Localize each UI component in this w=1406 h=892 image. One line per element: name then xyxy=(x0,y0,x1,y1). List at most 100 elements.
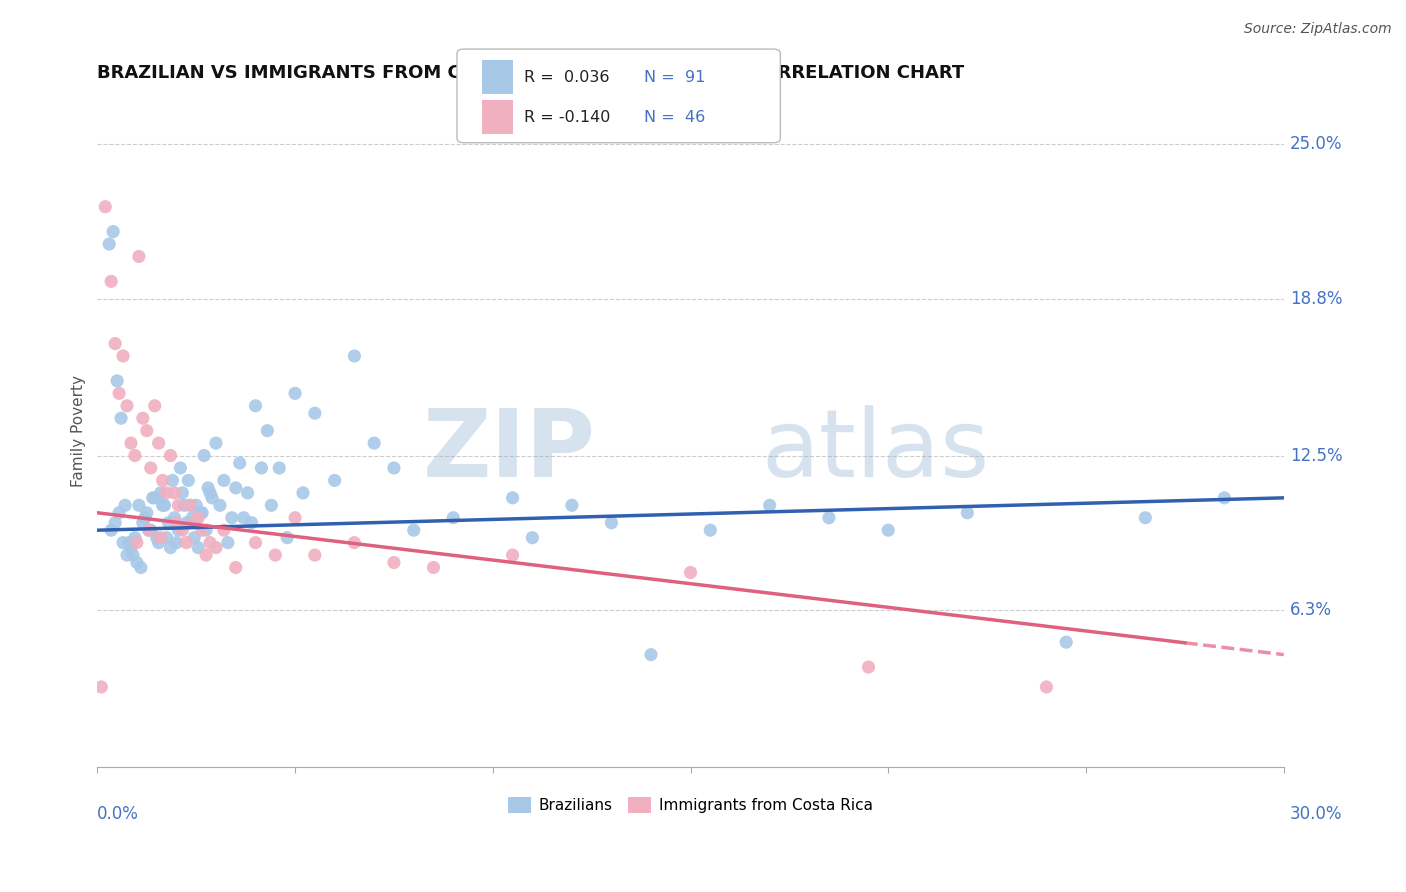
Point xyxy=(858,660,880,674)
Text: R = -0.140: R = -0.140 xyxy=(524,110,610,125)
Text: 12.5%: 12.5% xyxy=(1289,447,1343,465)
Point xyxy=(382,461,405,475)
Point xyxy=(148,535,170,549)
Point xyxy=(323,474,346,488)
Point xyxy=(522,531,544,545)
Point xyxy=(124,449,146,463)
Point xyxy=(217,535,239,549)
Point xyxy=(245,535,267,549)
Point xyxy=(260,498,283,512)
Point xyxy=(152,498,174,512)
Point xyxy=(104,336,127,351)
Point xyxy=(115,399,138,413)
Point xyxy=(343,349,366,363)
Text: atlas: atlas xyxy=(762,405,990,497)
Point xyxy=(135,424,157,438)
Point xyxy=(193,449,215,463)
Point xyxy=(304,548,326,562)
Point xyxy=(176,535,198,549)
Point xyxy=(138,523,160,537)
Point xyxy=(201,491,224,505)
Point xyxy=(245,399,267,413)
Point xyxy=(128,498,150,512)
Point xyxy=(98,237,121,252)
Point xyxy=(183,516,205,530)
Point xyxy=(105,374,128,388)
Point xyxy=(149,531,172,545)
Text: R =  0.036: R = 0.036 xyxy=(524,70,610,85)
Point xyxy=(382,556,405,570)
Point xyxy=(1135,510,1157,524)
Point xyxy=(818,510,841,524)
Point xyxy=(284,510,307,524)
Point xyxy=(145,531,167,545)
Point xyxy=(256,424,278,438)
Point xyxy=(125,556,148,570)
Point xyxy=(205,436,228,450)
Point xyxy=(155,486,177,500)
Text: 30.0%: 30.0% xyxy=(1289,805,1343,823)
Point xyxy=(108,506,131,520)
Point xyxy=(291,486,314,500)
Point xyxy=(212,523,235,537)
Point xyxy=(640,648,662,662)
Point xyxy=(1035,680,1057,694)
Point xyxy=(122,548,145,562)
Point xyxy=(173,498,195,512)
Point xyxy=(129,560,152,574)
Point xyxy=(276,531,298,545)
Point xyxy=(104,516,127,530)
Point xyxy=(679,566,702,580)
Point xyxy=(183,531,205,545)
Point xyxy=(502,548,524,562)
Point xyxy=(165,516,187,530)
Point xyxy=(115,548,138,562)
Point xyxy=(198,486,221,500)
Point xyxy=(134,510,156,524)
Y-axis label: Family Poverty: Family Poverty xyxy=(72,375,86,487)
Point xyxy=(94,200,117,214)
Point xyxy=(138,523,160,537)
Point xyxy=(157,516,180,530)
Point xyxy=(212,474,235,488)
Point xyxy=(112,349,135,363)
Point xyxy=(167,498,190,512)
Point xyxy=(877,523,900,537)
Point xyxy=(167,523,190,537)
Point xyxy=(191,523,214,537)
Point xyxy=(187,510,209,524)
Point xyxy=(240,516,263,530)
Point xyxy=(225,560,247,574)
Point xyxy=(179,498,201,512)
Point xyxy=(159,541,181,555)
Point xyxy=(195,523,218,537)
Point xyxy=(120,541,142,555)
Point xyxy=(956,506,979,520)
Point xyxy=(139,523,162,537)
Point xyxy=(228,456,250,470)
Point xyxy=(165,535,187,549)
Text: N =  91: N = 91 xyxy=(644,70,706,85)
Point xyxy=(142,491,165,505)
Point xyxy=(177,474,200,488)
Point xyxy=(110,411,132,425)
Legend: Brazilians, Immigrants from Costa Rica: Brazilians, Immigrants from Costa Rica xyxy=(502,791,879,820)
Point xyxy=(139,461,162,475)
Point xyxy=(699,523,721,537)
Point xyxy=(169,461,191,475)
Point xyxy=(502,491,524,505)
Text: Source: ZipAtlas.com: Source: ZipAtlas.com xyxy=(1244,22,1392,37)
Point xyxy=(128,250,150,264)
Point xyxy=(124,531,146,545)
Point xyxy=(441,510,464,524)
Point xyxy=(100,274,122,288)
Point xyxy=(132,516,155,530)
Point xyxy=(163,510,186,524)
Point xyxy=(163,486,186,500)
Point xyxy=(264,548,287,562)
Point xyxy=(758,498,780,512)
Point xyxy=(186,498,208,512)
Point xyxy=(176,516,198,530)
Point xyxy=(125,535,148,549)
Point xyxy=(304,406,326,420)
